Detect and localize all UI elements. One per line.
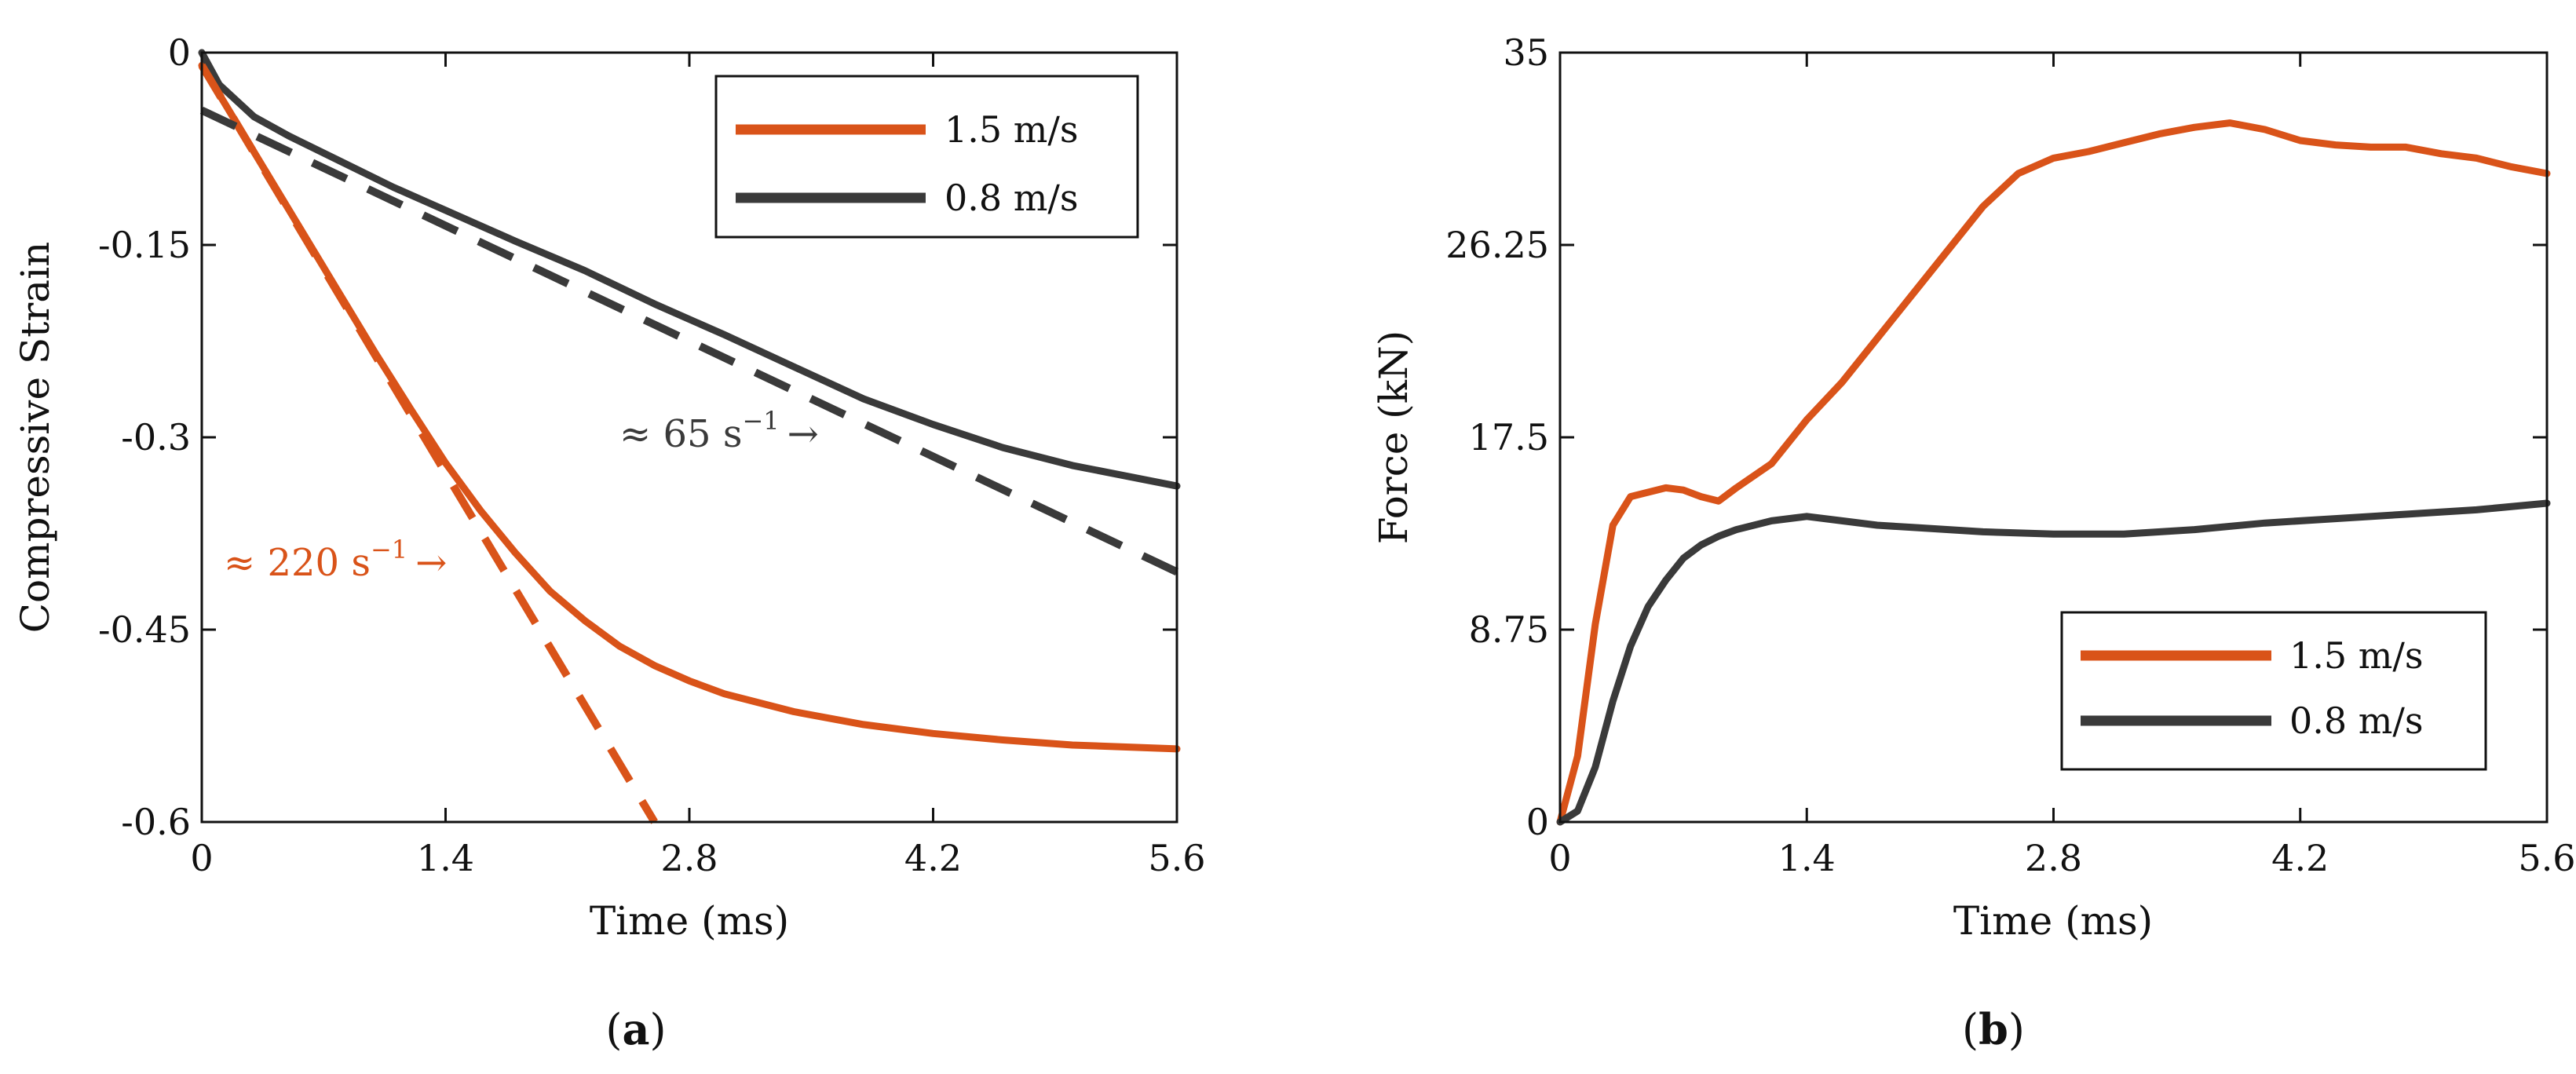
annotation-65-text: ≈ 65 s [619, 412, 742, 456]
panel-b-tick-labels: 0 1.4 2.8 4.2 5.6 0 8.75 17.5 26.25 35 [1445, 31, 2575, 879]
panel-a-x-tick-label: 4.2 [904, 837, 962, 879]
panel-b-x-axis-label: Time (ms) [1953, 898, 2153, 944]
annotation-220-text: ≈ 220 s [224, 541, 371, 585]
annotation-220-superscript: −1 [371, 535, 407, 564]
panel-a-x-tick-label: 5.6 [1148, 837, 1205, 879]
svg-text:≈ 220 s−1→: ≈ 220 s−1 → [224, 535, 447, 585]
annotation-65-arrow: → [787, 412, 819, 456]
panel-b-y-axis-label: Force (kN) [1371, 331, 1416, 545]
panel-a-curves [198, 49, 1181, 824]
panel-b-series-1-curve [1556, 499, 2551, 826]
panel-b-caption-letter: b [1979, 1004, 2008, 1054]
panel-b-x-tick-label: 5.6 [2518, 837, 2575, 879]
panel-a-series-2-fit-line [198, 63, 658, 824]
panel-a-ticks [200, 51, 1178, 824]
panel-b-legend-box [2060, 611, 2487, 771]
panel-b-legend-label-0-8: 0.8 m/s [2289, 700, 2424, 742]
panel-b-x-tick-label: 4.2 [2271, 837, 2329, 879]
panel-a-x-tick-label: 1.4 [417, 837, 474, 879]
panel-b-caption: (b) [1962, 1004, 2025, 1054]
panel-a-y-tick-label: 0 [168, 31, 191, 74]
annotation-65-superscript: −1 [742, 406, 779, 436]
panel-b-y-tick-label: 26.25 [1445, 224, 1549, 266]
panel-b-x-tick-label: 2.8 [2025, 837, 2082, 879]
panel-b-y-tick-label: 17.5 [1469, 416, 1549, 458]
panel-a-y-tick-label: -0.15 [98, 224, 191, 266]
panel-a-legend-label-0-8: 0.8 m/s [945, 177, 1079, 219]
panel-a-series-1-curve [198, 49, 1181, 490]
panel-a-y-tick-label: -0.45 [98, 608, 191, 651]
svg-text:≈ 65 s−1→: ≈ 65 s−1 → [619, 406, 819, 456]
panel-b-ticks [1558, 51, 2549, 824]
panel-b-legend: 1.5 m/s 0.8 m/s [2060, 611, 2487, 771]
panel-a-tick-labels: 0 1.4 2.8 4.2 5.6 0 -0.15 -0.3 -0.45 -0.6 [98, 31, 1206, 879]
panel-a-y-axis-label: Compressive Strain [13, 242, 58, 634]
panel-a-legend-label-1-5: 1.5 m/s [945, 108, 1079, 151]
panel-a-x-tick-label: 2.8 [660, 837, 718, 879]
panel-b-legend-label-1-5: 1.5 m/s [2289, 634, 2424, 677]
panel-b-y-tick-label: 8.75 [1469, 608, 1549, 651]
panel-a-y-tick-label: -0.6 [121, 801, 191, 843]
panel-b-curves [1556, 119, 2551, 826]
panel-a-x-axis-label: Time (ms) [590, 898, 789, 944]
annotation-220: ≈ 220 s−1 → [224, 535, 447, 585]
panel-a-strain-chart: 0 1.4 2.8 4.2 5.6 0 -0.15 -0.3 -0.45 -0.6 Time (m… [13, 31, 1206, 944]
panel-a-x-tick-label: 0 [190, 837, 213, 879]
annotation-65: ≈ 65 s−1 → [619, 406, 819, 456]
panel-a-caption: (a) [605, 1004, 666, 1054]
panel-a-legend-box [714, 75, 1139, 239]
panel-b-y-tick-label: 0 [1526, 801, 1549, 843]
panel-b-y-tick-label: 35 [1503, 31, 1549, 74]
annotation-220-arrow: → [415, 541, 447, 585]
panel-a-y-tick-label: -0.3 [121, 416, 191, 458]
panel-a-legend: 1.5 m/s 0.8 m/s [714, 75, 1139, 239]
panel-a-series-0-curve [198, 61, 1181, 753]
panel-b-x-tick-label: 1.4 [1778, 837, 1836, 879]
panel-b-series-0-curve [1556, 119, 2551, 826]
panel-a-caption-letter: a [623, 1004, 650, 1054]
panel-b-x-tick-label: 0 [1548, 837, 1571, 879]
